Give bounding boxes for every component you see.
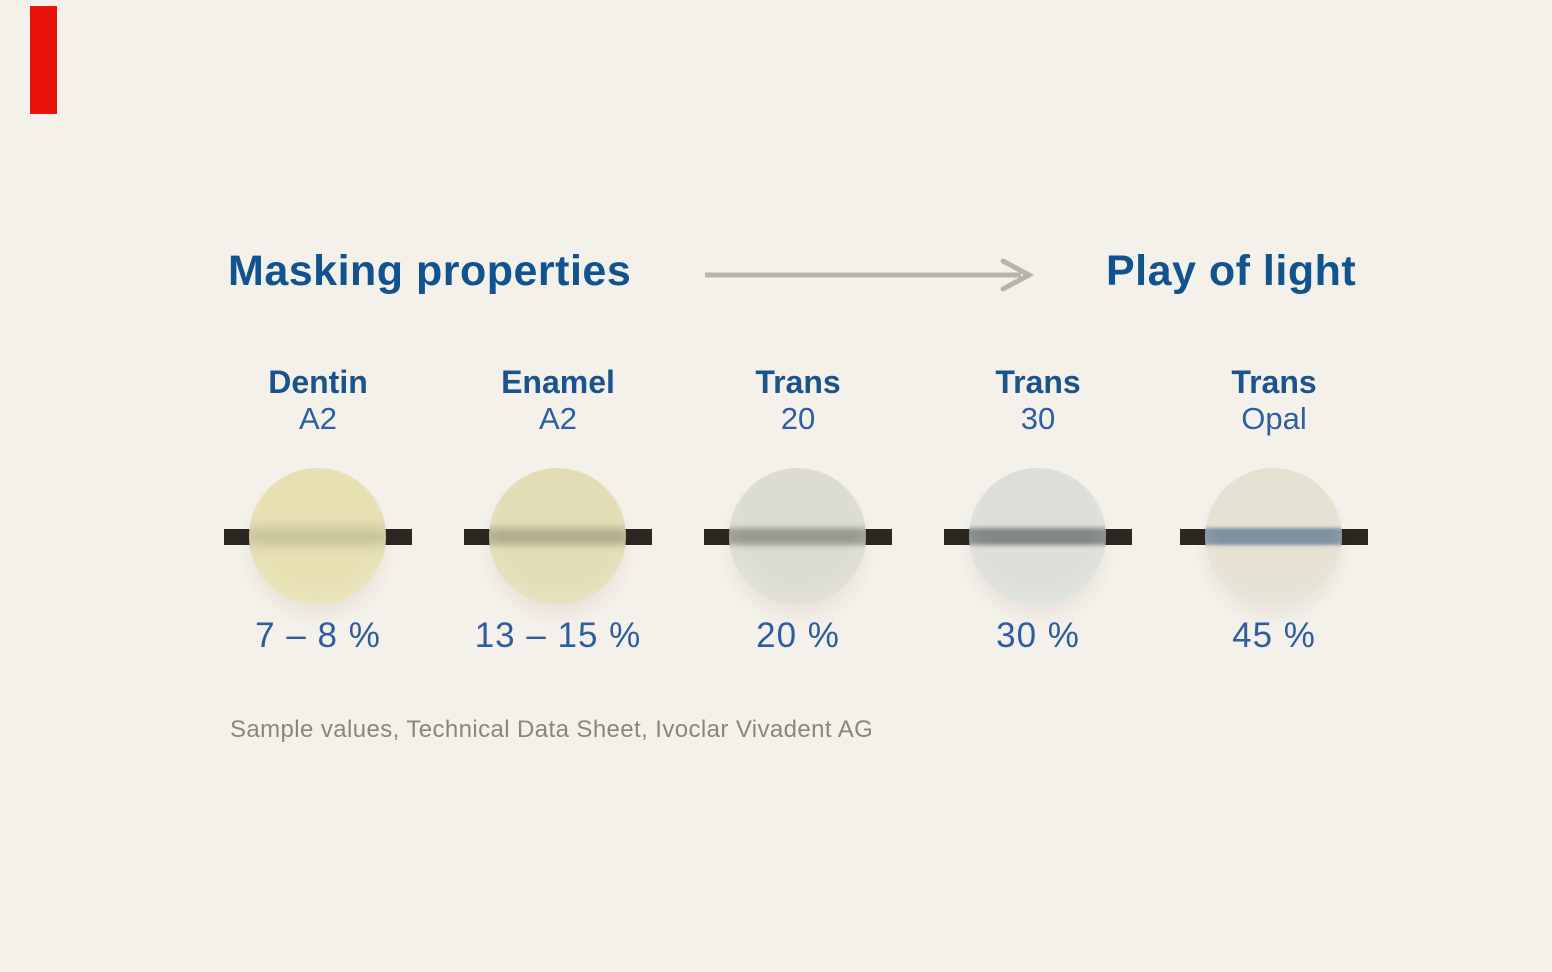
disc-sheen <box>489 468 626 605</box>
disc-column-enamel-a2: Enamel A2 13 – 15 % <box>448 360 668 680</box>
translucency-value: 7 – 8 % <box>255 616 381 655</box>
disc-sublabel: 30 <box>1020 401 1056 436</box>
translucency-disc <box>1205 468 1342 605</box>
disc-column-trans-opal: Trans Opal 45 % <box>1164 360 1384 680</box>
bar-through-disc <box>729 528 866 545</box>
disc-assembly <box>928 467 1148 607</box>
translucency-value: 30 % <box>996 616 1080 655</box>
disc-sheen <box>969 468 1106 605</box>
disc-label: Trans <box>1231 364 1317 400</box>
arrow-right-icon <box>705 257 1037 293</box>
bar-through-disc <box>1205 528 1342 545</box>
disc-column-trans-30: Trans 30 30 % <box>928 360 1148 680</box>
translucency-disc <box>249 468 386 605</box>
disc-label: Enamel <box>501 364 615 400</box>
disc-sublabel: Opal <box>1241 401 1307 436</box>
disc-label: Trans <box>995 364 1081 400</box>
disc-assembly <box>208 467 428 607</box>
translucency-disc <box>969 468 1106 605</box>
translucency-value: 20 % <box>756 616 840 655</box>
translucency-value: 45 % <box>1232 616 1316 655</box>
translucency-disc <box>489 468 626 605</box>
disc-sublabel: A2 <box>299 401 337 436</box>
translucency-disc <box>729 468 866 605</box>
disc-assembly <box>688 467 908 607</box>
disc-sheen <box>1205 468 1342 605</box>
disc-assembly <box>1164 467 1384 607</box>
disc-sheen <box>729 468 866 605</box>
disc-column-trans-20: Trans 20 20 % <box>688 360 908 680</box>
heading-play-of-light: Play of light <box>1106 247 1357 295</box>
heading-masking-properties: Masking properties <box>228 247 632 295</box>
bar-through-disc <box>489 528 626 545</box>
disc-column-dentin-a2: Dentin A2 7 – 8 % <box>208 360 428 680</box>
red-accent-bar <box>30 6 57 114</box>
disc-label: Dentin <box>268 364 368 400</box>
bar-through-disc <box>969 528 1106 545</box>
disc-label: Trans <box>755 364 841 400</box>
bar-through-disc <box>249 528 386 545</box>
disc-sublabel: A2 <box>539 401 577 436</box>
disc-sheen <box>249 468 386 605</box>
disc-sublabel: 20 <box>780 401 816 436</box>
disc-assembly <box>448 467 668 607</box>
translucency-value: 13 – 15 % <box>474 616 642 655</box>
source-note: Sample values, Technical Data Sheet, Ivo… <box>230 716 874 743</box>
